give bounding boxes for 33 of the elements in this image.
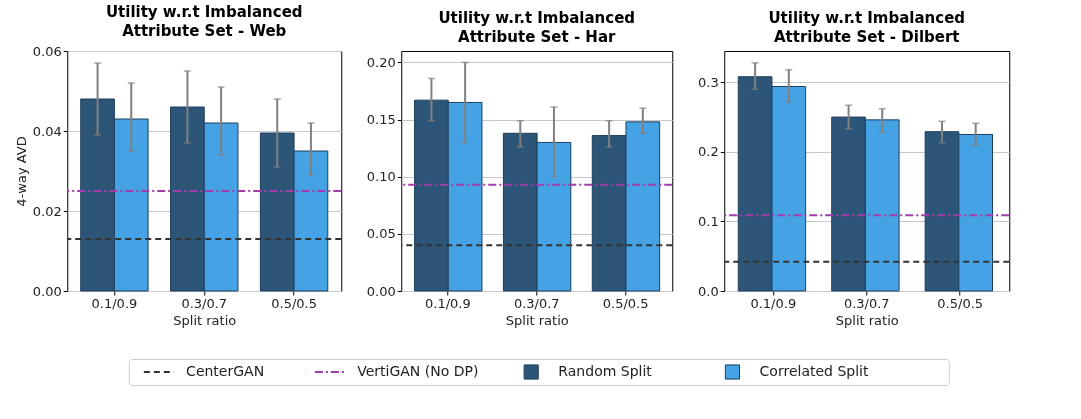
y-tick-label: 0.04 xyxy=(32,123,62,139)
legend-label: Random Split xyxy=(558,363,653,379)
x-tick-label: 0.3/0.7 xyxy=(843,295,890,311)
y-axis-title: 4-way AVD xyxy=(13,136,29,207)
y-tick-label: 0.0 xyxy=(698,283,719,299)
y-tick-label: 0.15 xyxy=(366,112,396,128)
y-tick-label: 0.3 xyxy=(698,74,719,90)
x-axis-title: Split ratio xyxy=(505,312,569,328)
x-tick-label: 0.5/0.5 xyxy=(937,295,984,311)
x-tick-label: 0.3/0.7 xyxy=(513,295,560,311)
x-axis-title: Split ratio xyxy=(835,312,899,328)
x-axis-title: Split ratio xyxy=(173,312,237,328)
x-tick-label: 0.1/0.9 xyxy=(425,295,471,311)
x-tick-label: 0.1/0.9 xyxy=(91,295,138,311)
y-tick-label: 0.02 xyxy=(32,203,62,219)
y-tick-label: 0.10 xyxy=(366,169,396,185)
y-tick-label: 0.20 xyxy=(366,54,396,70)
legend-label: CenterGAN xyxy=(186,363,265,379)
legend-label: VertiGAN (No DP) xyxy=(357,363,479,379)
y-tick-label: 0.06 xyxy=(32,43,62,59)
y-tick-label: 0.00 xyxy=(32,283,62,299)
chart-title: Utility w.r.t Imbalanced Attribute Set - Har xyxy=(438,9,636,46)
chart-title: Utility w.r.t Imbalanced Attribute Set - Web xyxy=(105,3,303,40)
x-tick-label: 0.5/0.5 xyxy=(602,295,649,311)
x-tick-label: 0.3/0.7 xyxy=(181,295,228,311)
legend-label: Correlated Split xyxy=(759,363,869,379)
y-tick-label: 0.05 xyxy=(366,226,396,242)
chart-title: Utility w.r.t Imbalanced Attribute Set - Dilbert xyxy=(768,9,966,46)
x-tick-label: 0.1/0.9 xyxy=(750,295,797,311)
x-tick-label: 0.5/0.5 xyxy=(271,295,317,311)
y-tick-label: 0.1 xyxy=(698,213,719,229)
y-tick-label: 0.2 xyxy=(698,144,719,160)
y-tick-label: 0.00 xyxy=(366,283,396,299)
